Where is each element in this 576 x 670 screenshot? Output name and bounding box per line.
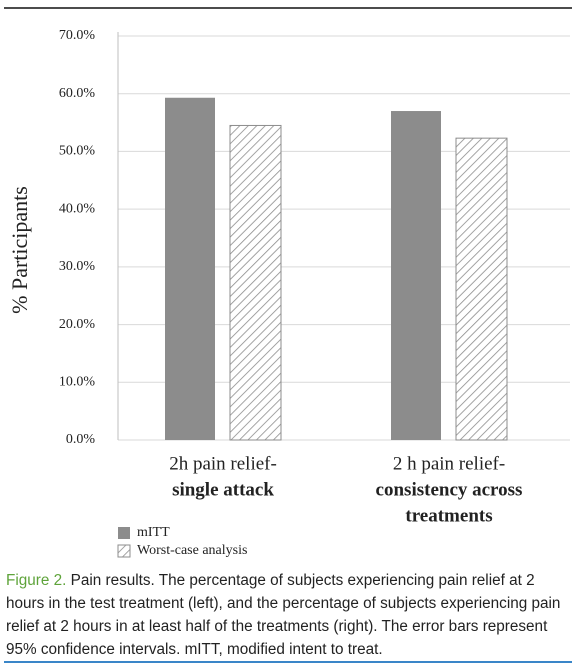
y-tick-label: 70.0% (59, 28, 96, 43)
legend-swatch (117, 544, 131, 558)
y-axis-label: % Participants (7, 186, 32, 314)
y-tick-label: 10.0% (59, 375, 96, 390)
legend-swatch (118, 527, 130, 539)
caption-text: Pain results. The percentage of subjects… (6, 572, 561, 658)
y-tick-label: 40.0% (59, 201, 96, 216)
caption: Figure 2. Pain results. The percentage o… (6, 569, 572, 661)
caption-label: Figure 2. (6, 572, 67, 589)
y-tick-label: 0.0% (66, 432, 96, 447)
y-tick-label: 20.0% (59, 317, 96, 332)
bar (455, 137, 508, 441)
x-tick-label: 2h pain relief- (169, 453, 277, 474)
legend-label: Worst-case analysis (137, 543, 247, 558)
bar (229, 124, 282, 441)
x-tick-label: 2 h pain relief- (393, 453, 505, 474)
y-tick-label: 30.0% (59, 259, 96, 274)
bar (391, 111, 441, 441)
x-tick-label: treatments (405, 505, 492, 526)
y-tick-label: 50.0% (59, 144, 96, 159)
legend-label: mITT (137, 525, 170, 540)
bar (165, 97, 215, 441)
y-tick-label: 60.0% (59, 86, 96, 101)
x-tick-label: single attack (172, 479, 274, 500)
x-tick-label: consistency across (376, 479, 523, 500)
